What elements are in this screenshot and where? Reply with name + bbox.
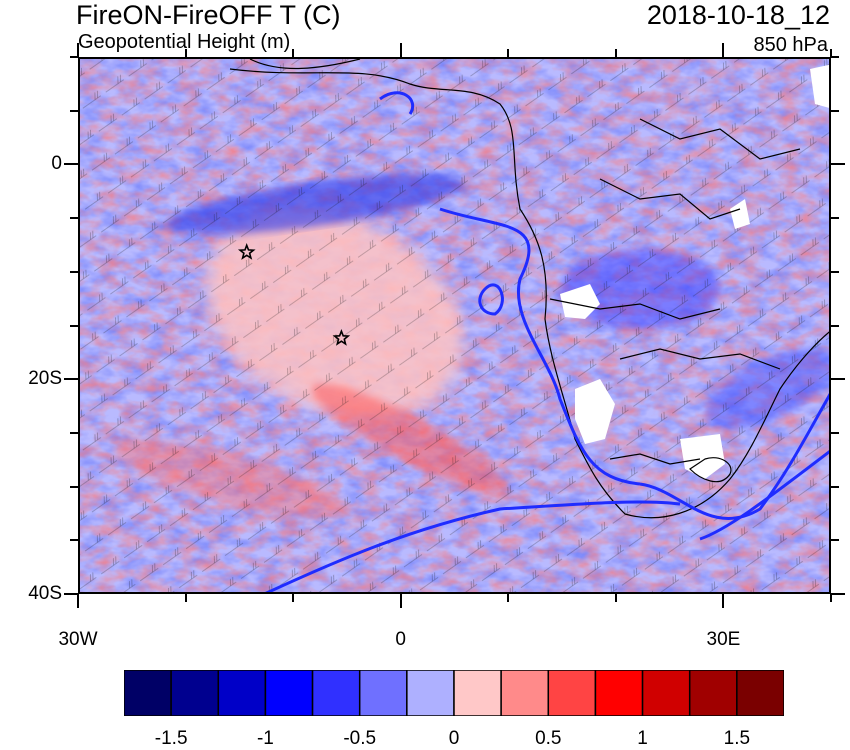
colorbar-swatch	[124, 670, 172, 716]
y-tick-mark-right	[831, 485, 839, 488]
y-tick-mark	[70, 539, 78, 542]
x-tick-mark	[722, 594, 725, 608]
y-tick-mark-right	[831, 163, 845, 166]
x-tick-mark-top	[292, 49, 295, 57]
y-tick-mark	[64, 378, 78, 381]
colorbar-swatch	[500, 670, 550, 716]
y-tick-label: 20S	[28, 368, 62, 390]
x-tick-mark-top	[507, 49, 510, 57]
colorbar-swatch	[547, 670, 597, 716]
temperature-field	[80, 59, 829, 592]
colorbar-swatch	[453, 670, 502, 716]
missing-data-patches	[560, 64, 829, 479]
datetime-label: 2018-10-18_12	[646, 0, 830, 30]
x-tick-mark	[292, 594, 295, 602]
map-panel	[78, 57, 831, 594]
temperature-difference-map	[80, 59, 829, 592]
plot-title: FireON-FireOFF T (C)	[76, 0, 341, 30]
star-marker-1	[237, 243, 256, 260]
colorbar-swatch	[170, 670, 220, 716]
y-tick-mark	[70, 56, 78, 58]
x-tick-mark	[77, 594, 79, 608]
y-tick-label: 40S	[28, 583, 62, 604]
x-tick-mark	[830, 594, 832, 602]
y-tick-mark	[64, 163, 78, 166]
coastlines	[229, 59, 829, 519]
x-tick-mark-top	[399, 43, 402, 57]
colorbar-swatch	[358, 670, 408, 716]
colorbar-label: 0	[448, 728, 460, 749]
colorbar-label: 1	[637, 728, 648, 749]
colorbar-swatch	[264, 670, 314, 716]
y-tick-mark-right	[831, 56, 839, 58]
x-tick-mark-top	[830, 49, 832, 57]
x-tick-mark	[507, 594, 510, 602]
colorbar-swatch	[688, 670, 738, 716]
colorbar-label: 1.5	[723, 728, 751, 749]
colorbar-label: 0.5	[535, 728, 562, 749]
plot-subtitle: Geopotential Height (m)	[78, 31, 291, 53]
colorbar-swatch	[641, 670, 691, 716]
geopotential-height-contours	[265, 91, 829, 592]
y-tick-mark-right	[831, 539, 839, 542]
x-tick-mark-top	[722, 43, 725, 57]
colorbar-swatch	[406, 670, 455, 716]
x-tick-mark-top	[184, 49, 187, 57]
y-tick-mark-right	[831, 378, 845, 381]
x-tick-label: 30W	[58, 629, 98, 650]
y-tick-mark-right	[831, 324, 839, 327]
x-tick-mark-top	[77, 43, 79, 57]
y-tick-mark	[64, 593, 78, 595]
y-tick-mark	[70, 431, 78, 434]
colorbar-swatch	[311, 670, 361, 716]
pressure-level-label: 850 hPa	[753, 34, 828, 56]
colorbar	[124, 670, 784, 716]
y-tick-mark	[70, 270, 78, 273]
y-tick-mark	[70, 324, 78, 327]
y-tick-label: 0	[51, 153, 62, 175]
y-tick-mark-right	[831, 593, 845, 595]
markers-layer	[237, 243, 351, 346]
colorbar-label: -0.5	[343, 728, 377, 749]
x-tick-label: 0	[395, 629, 406, 650]
y-tick-mark	[70, 485, 78, 488]
y-tick-mark-right	[831, 270, 839, 273]
colorbar-label: -1.5	[154, 728, 188, 749]
y-tick-mark-right	[831, 109, 839, 112]
x-tick-mark-top	[614, 49, 617, 57]
star-marker-2	[332, 329, 351, 346]
colorbar-label: -1	[256, 728, 274, 749]
y-tick-mark-right	[831, 217, 839, 220]
x-tick-mark	[399, 594, 402, 608]
x-tick-mark	[614, 594, 617, 602]
colorbar-swatch	[217, 670, 267, 716]
y-tick-mark	[70, 109, 78, 112]
x-tick-mark	[184, 594, 187, 602]
y-tick-mark	[70, 217, 78, 220]
colorbar-swatch	[736, 670, 784, 716]
colorbar-swatch	[594, 670, 644, 716]
y-tick-mark-right	[831, 431, 839, 434]
x-tick-label: 30E	[706, 629, 741, 650]
